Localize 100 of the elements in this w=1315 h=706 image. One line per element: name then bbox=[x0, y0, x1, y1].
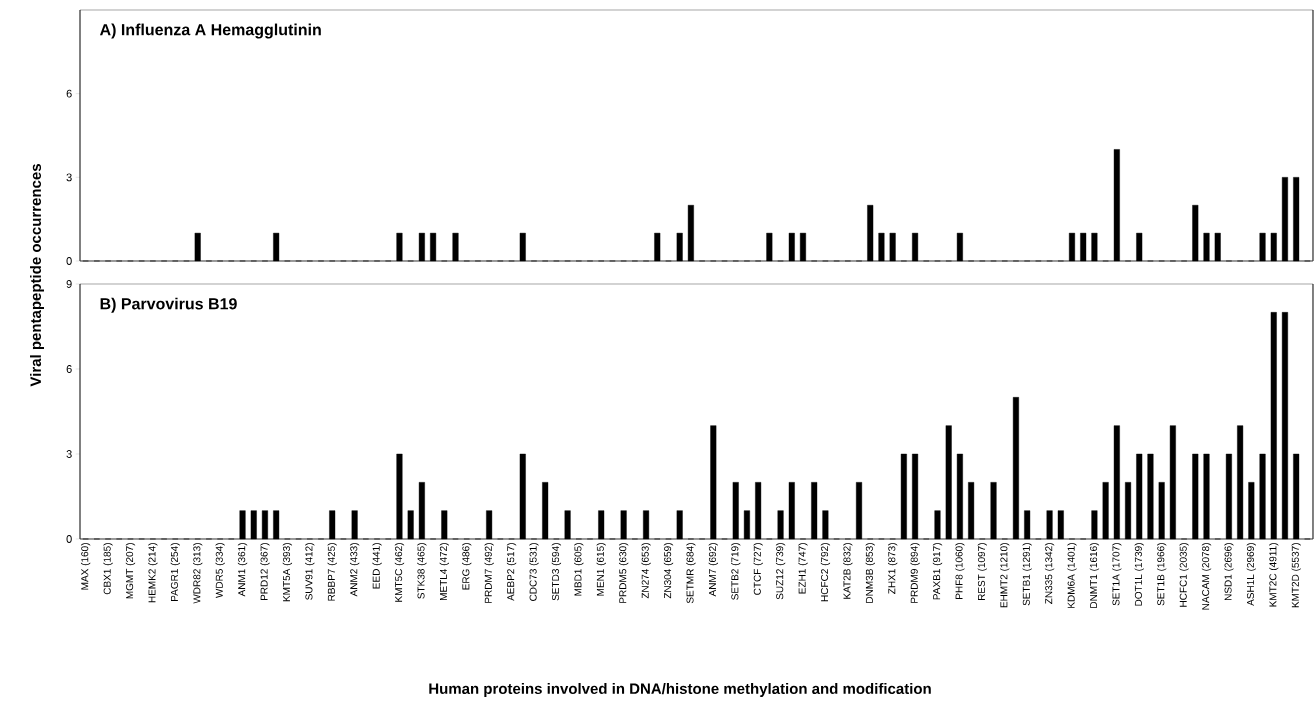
x-tick-label: EED (441) bbox=[372, 543, 382, 589]
x-tick-label: HCFC2 (792) bbox=[820, 543, 831, 602]
bar bbox=[1192, 453, 1199, 540]
bar bbox=[643, 510, 650, 540]
bar bbox=[1091, 232, 1098, 262]
x-tick-label: ANM2 (433) bbox=[349, 543, 360, 597]
bar bbox=[766, 232, 773, 262]
x-tick-label: ZN274 (653) bbox=[641, 543, 651, 599]
bar bbox=[732, 482, 739, 540]
bar bbox=[441, 510, 448, 540]
x-tick-label: SETD3 (594) bbox=[551, 543, 562, 601]
bar bbox=[676, 232, 683, 262]
bar bbox=[430, 232, 437, 262]
x-tick-label: SETMR (684) bbox=[686, 543, 696, 604]
y-tick-label: 3 bbox=[66, 173, 72, 182]
bar bbox=[654, 232, 661, 262]
x-tick-label: SET1B (1966) bbox=[1157, 543, 1167, 606]
x-tick-label: REST (1097) bbox=[977, 543, 987, 601]
x-tick-label: KMT5C (462) bbox=[394, 543, 405, 602]
bar bbox=[1192, 205, 1199, 262]
x-tick-label: PRDM9 (894) bbox=[910, 543, 920, 603]
x-axis-title: Human proteins involved in DNA/histone methylation and modification bbox=[429, 682, 931, 697]
x-tick-label: ERG (486) bbox=[462, 543, 472, 590]
bar bbox=[968, 482, 975, 540]
x-tick-label: DNM3B (853) bbox=[865, 543, 875, 603]
bar bbox=[856, 482, 863, 540]
bar bbox=[486, 510, 493, 540]
bar bbox=[811, 482, 818, 540]
bar bbox=[878, 232, 885, 262]
bar bbox=[912, 232, 919, 262]
y-axis-title: Viral pentapeptide occurrences bbox=[30, 164, 44, 387]
y-tick-label: 0 bbox=[66, 257, 72, 265]
bar bbox=[1113, 149, 1120, 262]
x-tick-label: RBBP7 (425) bbox=[327, 543, 337, 601]
x-tick-label: EHMT2 (1210) bbox=[1000, 543, 1010, 608]
bar bbox=[1293, 177, 1300, 262]
bar bbox=[743, 510, 750, 540]
bar bbox=[418, 232, 425, 262]
bar bbox=[1270, 312, 1277, 540]
bar bbox=[889, 232, 896, 262]
bar bbox=[1281, 312, 1288, 540]
x-tick-label: EZH1 (747) bbox=[798, 543, 808, 594]
x-tick-label: SUV91 (412) bbox=[305, 543, 315, 600]
bar bbox=[956, 453, 963, 540]
x-tick-label: CBX1 (185) bbox=[103, 543, 113, 595]
x-tick-label: WDR5 (334) bbox=[215, 543, 225, 599]
bar bbox=[1080, 232, 1087, 262]
x-tick-label: STK38 (465) bbox=[417, 543, 427, 599]
bar bbox=[418, 482, 425, 540]
bar bbox=[956, 232, 963, 262]
bar bbox=[822, 510, 829, 540]
text: B) Parvovirus B19 bbox=[100, 297, 237, 313]
bar bbox=[329, 510, 336, 540]
bar bbox=[1069, 232, 1075, 262]
bar bbox=[396, 232, 403, 262]
x-tick-label: ZN335 (1342) bbox=[1044, 543, 1055, 604]
x-tick-label: DNMT1 (1616) bbox=[1089, 543, 1100, 608]
x-tick-label: ANM1 (361) bbox=[237, 543, 248, 597]
bar bbox=[1270, 232, 1277, 262]
y-tick-label: 6 bbox=[66, 89, 72, 98]
bar bbox=[1012, 397, 1019, 540]
x-tick-label: MBD1 (605) bbox=[574, 543, 584, 596]
bar bbox=[676, 510, 683, 540]
bar bbox=[1293, 453, 1300, 540]
bar bbox=[1102, 482, 1109, 540]
bar bbox=[1225, 453, 1232, 540]
x-tick-label: MAX (160) bbox=[80, 543, 91, 590]
bar bbox=[1046, 510, 1053, 540]
bar bbox=[564, 510, 571, 540]
bar bbox=[1203, 232, 1210, 262]
x-tick-label: DOT1L (1739) bbox=[1134, 543, 1144, 606]
bar bbox=[542, 482, 549, 540]
x-tick-label: SETB1 (1291) bbox=[1022, 543, 1032, 606]
x-tick-label: KMT2C (4911) bbox=[1269, 543, 1279, 607]
x-tick-label: HCFC1 (2035) bbox=[1179, 543, 1189, 607]
bar bbox=[273, 232, 280, 262]
bar bbox=[1147, 453, 1154, 540]
bar bbox=[1158, 482, 1165, 540]
y-tick-label: 0 bbox=[66, 535, 72, 543]
bar bbox=[1214, 232, 1221, 262]
bar bbox=[1057, 510, 1064, 540]
bar bbox=[396, 453, 403, 540]
x-tick-label: SET1A (1707) bbox=[1112, 543, 1122, 606]
x-tick-label: WDR82 (313) bbox=[193, 543, 203, 604]
bar bbox=[273, 510, 280, 540]
x-tick-label: ANM7 (692) bbox=[708, 543, 718, 597]
x-tick-label: PRDM5 (630) bbox=[618, 543, 629, 603]
bar bbox=[1136, 453, 1143, 540]
x-tick-label: KDM6A (1401) bbox=[1067, 543, 1077, 608]
bar bbox=[777, 510, 784, 540]
x-tick-label: NACAM (2078) bbox=[1201, 543, 1212, 610]
bar bbox=[1024, 510, 1031, 540]
bar bbox=[1091, 510, 1098, 540]
x-tick-label: ASH1L (2969) bbox=[1246, 543, 1256, 606]
bar bbox=[799, 232, 806, 262]
bar bbox=[912, 453, 919, 540]
bar bbox=[755, 482, 762, 540]
bar bbox=[900, 453, 907, 540]
bar bbox=[1259, 232, 1266, 262]
bar bbox=[1281, 177, 1288, 262]
